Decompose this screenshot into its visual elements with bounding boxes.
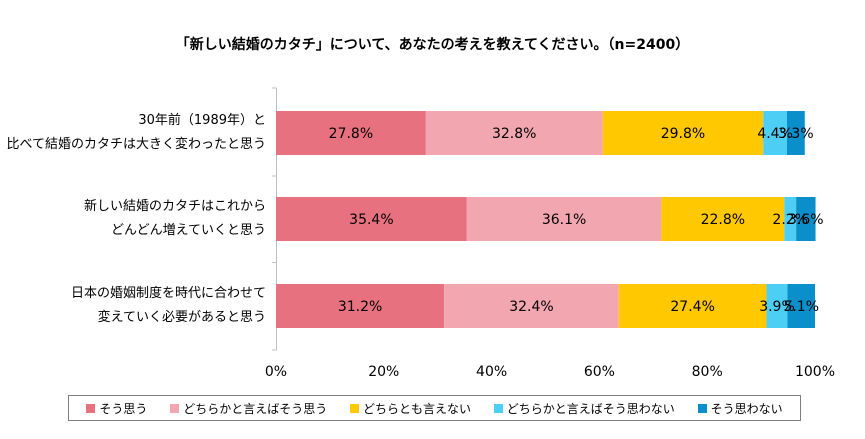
bar-segment <box>786 111 805 155</box>
bar-segment <box>787 284 815 328</box>
bar-segment <box>618 284 767 328</box>
bar-segment <box>602 111 764 155</box>
legend-swatch <box>86 403 96 413</box>
bar-segment <box>444 284 619 328</box>
legend: そう思う どちらかと言えばそう思う どちらとも言えない どちらかと言えばそう思わない そ… <box>68 395 801 421</box>
legend-label: そう思う <box>99 401 148 416</box>
legend-label: そう思わない <box>710 401 783 416</box>
data-label: 22.8% <box>701 212 745 228</box>
bar-segment <box>425 111 603 155</box>
x-tick-label: 20% <box>368 364 399 380</box>
category-label: 30年前（1989年）と <box>138 112 266 128</box>
bar-segment <box>766 284 788 328</box>
data-label: 27.8% <box>329 126 373 142</box>
y-axis <box>272 87 277 351</box>
legend-item: どちらかと言えばそう思う <box>170 400 327 417</box>
category-labels: 30年前（1989年）と比べて結婚のカタチは大きく変わったと思う新しい結婚のカタ… <box>7 112 266 325</box>
legend-label: どちらかと言えばそう思わない <box>506 401 675 416</box>
category-label: 新しい結婚のカタチはこれから <box>84 198 266 214</box>
x-tick-label: 80% <box>692 364 723 380</box>
data-label: 32.8% <box>492 126 536 142</box>
legend-item: そう思う <box>86 400 147 417</box>
bar-segment <box>796 197 816 241</box>
legend-swatch <box>349 403 359 413</box>
data-label: 3.9% <box>759 299 795 315</box>
bars: 27.8% 32.8% 29.8% 4.4%3.3% 35.4% 36.1% 22.8% 2.… <box>276 111 824 328</box>
legend-label: どちらとも言えない <box>362 401 471 416</box>
bar-segment <box>784 197 797 241</box>
x-tick-label: 100% <box>795 364 835 380</box>
data-label: 5.1% <box>783 299 819 315</box>
category-label: 日本の婚姻制度を時代に合わせて <box>71 285 266 301</box>
legend-item: どちらとも言えない <box>349 400 471 417</box>
legend-swatch <box>697 403 707 413</box>
legend-item: そう思わない <box>697 400 783 417</box>
category-label: 比べて結婚のカタチは大きく変わったと思う <box>7 136 266 152</box>
data-label: 36.1% <box>542 212 586 228</box>
bar-segment <box>276 284 445 328</box>
x-tick-label: 60% <box>584 364 615 380</box>
bar-segment <box>276 111 426 155</box>
x-axis-ticks: 0% 20% 40% 60% 80% 100% <box>265 364 835 380</box>
bar-segment <box>661 197 785 241</box>
category-label: 変えていく必要があると思う <box>98 309 266 325</box>
legend-label: どちらかと言えばそう思う <box>183 401 328 416</box>
legend-item: どちらかと言えばそう思わない <box>493 400 675 417</box>
bar-segment <box>763 111 787 155</box>
x-tick-label: 0% <box>265 364 287 380</box>
category-label: どんどん増えていくと思う <box>111 223 266 238</box>
data-label: 3.3% <box>778 126 814 142</box>
chart-title: 「新しい結婚のカタチ」について、あなたの考えを教えてください。（n=2400） <box>175 37 690 53</box>
legend-swatch <box>170 403 180 413</box>
data-label: 35.4% <box>349 212 393 228</box>
data-label: 4.4% <box>757 126 793 142</box>
bar-segment <box>466 197 662 241</box>
data-label: 31.2% <box>338 299 382 315</box>
data-label: 32.4% <box>509 299 553 315</box>
data-label: 2.2% <box>772 212 808 228</box>
data-label: 27.4% <box>670 299 714 315</box>
x-tick-label: 40% <box>476 364 507 380</box>
data-label: 29.8% <box>661 126 705 142</box>
bar-segment <box>276 197 467 241</box>
data-label: 3.6% <box>788 212 824 228</box>
legend-swatch <box>493 403 503 413</box>
